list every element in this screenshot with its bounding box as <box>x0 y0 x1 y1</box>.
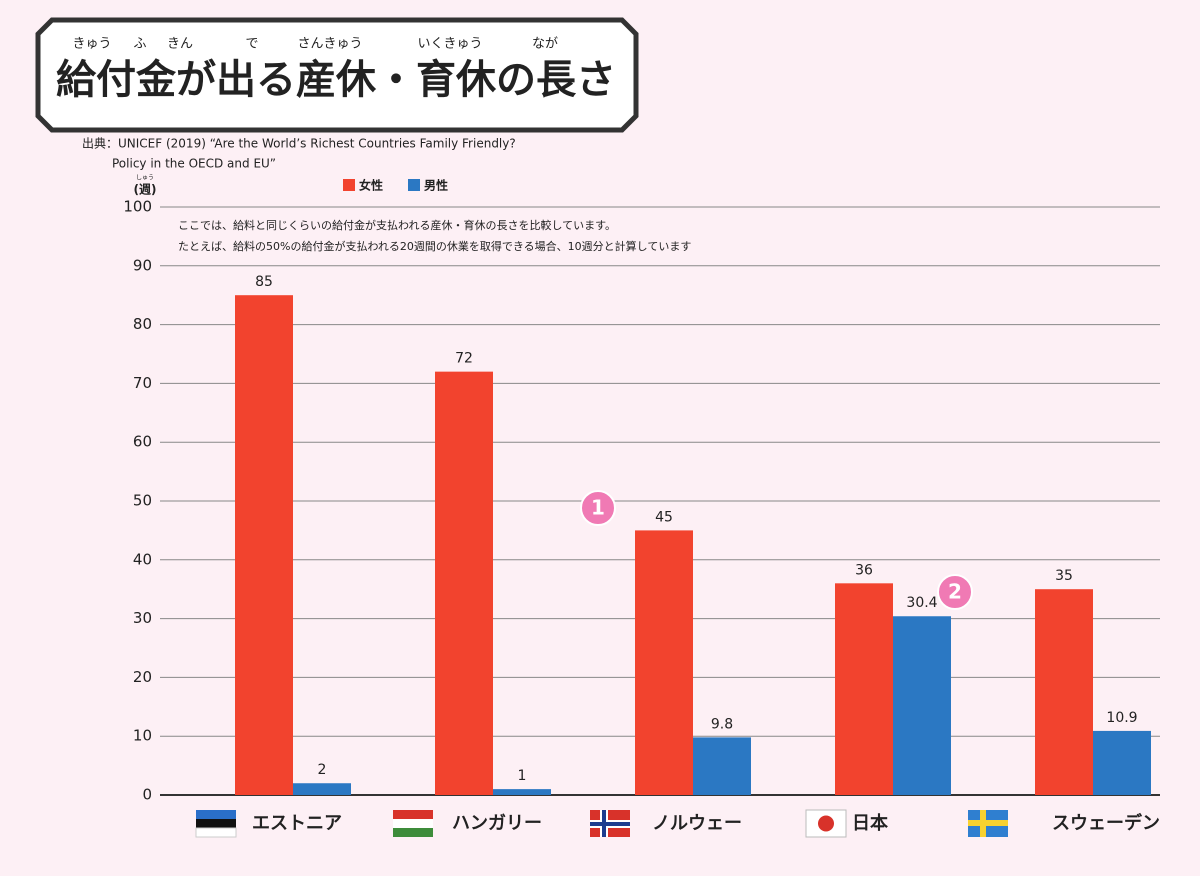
title-ruby: ふ <box>133 37 146 52</box>
title-ruby: さんきゅう <box>297 37 362 52</box>
value-label: 45 <box>655 509 673 525</box>
flags <box>195 809 1008 838</box>
value-label: 72 <box>455 351 473 367</box>
bar <box>835 583 893 795</box>
annotation-bubble <box>580 490 616 526</box>
title-ruby: きゅう <box>72 37 111 52</box>
bar <box>1093 730 1151 795</box>
value-label: 30.4 <box>906 595 937 611</box>
annotation: 1 <box>591 496 605 520</box>
bar <box>1035 589 1093 795</box>
y-tick-label: 100 <box>123 198 152 216</box>
bar <box>693 737 751 795</box>
x-tick-label: ノルウェー <box>652 813 742 834</box>
y-axis-label: (週) <box>134 182 157 197</box>
value-label: 1 <box>518 768 527 784</box>
x-tick-label: ハンガリー <box>452 813 542 834</box>
note: たとえば、給料の50%の給付金が支払われる20週間の休業を取得できる場合、10週… <box>178 239 691 253</box>
x-tick-label: 日本 <box>852 812 888 834</box>
annotation-bubble <box>937 574 973 610</box>
y-axis-label-ruby: しゅう <box>136 175 154 182</box>
legend-swatch <box>343 179 355 191</box>
y-tick-label: 80 <box>133 315 152 333</box>
y-tick-label: 0 <box>142 786 152 804</box>
bar <box>235 295 293 795</box>
chart-title: 給付金が出る産休・育休の長さ <box>56 57 616 103</box>
legend-label: 女性 <box>359 178 383 193</box>
bar <box>493 789 551 795</box>
title-box <box>35 17 639 133</box>
value-label: 35 <box>1055 568 1073 584</box>
y-tick-label: 20 <box>133 668 152 686</box>
source: 出典：UNICEF (2019) “Are the World’s Riches… <box>82 137 516 151</box>
y-tick-label: 70 <box>133 374 152 392</box>
bar <box>893 616 951 795</box>
bar <box>635 530 693 795</box>
value-label: 10.9 <box>1106 710 1137 726</box>
title-ruby: なが <box>532 37 558 52</box>
y-tick-label: 30 <box>133 609 152 627</box>
title-ruby: きん <box>167 37 193 52</box>
y-tick-label: 50 <box>133 492 152 510</box>
value-label: 85 <box>255 274 273 290</box>
annotation: 2 <box>948 580 962 604</box>
title-ruby: いくきゅう <box>417 37 482 52</box>
title-ruby: で <box>245 37 258 52</box>
value-label: 9.8 <box>711 716 733 732</box>
x-tick-label: スウェーデン <box>1052 812 1160 834</box>
y-tick-label: 60 <box>133 433 152 451</box>
bar <box>435 371 493 795</box>
y-tick-label: 40 <box>133 550 152 568</box>
y-tick-label: 10 <box>133 727 152 745</box>
value-label: 2 <box>318 762 327 778</box>
y-tick-label: 90 <box>133 256 152 274</box>
legend-swatch <box>408 179 420 191</box>
x-tick-label: エストニア <box>252 813 342 834</box>
source: Policy in the OECD and EU” <box>112 157 276 171</box>
legend-label: 男性 <box>424 178 448 193</box>
value-label: 36 <box>855 562 873 578</box>
bar <box>293 783 351 795</box>
note: ここでは、給料と同じくらいの給付金が支払われる産休・育休の長さを比較しています。 <box>178 218 616 232</box>
